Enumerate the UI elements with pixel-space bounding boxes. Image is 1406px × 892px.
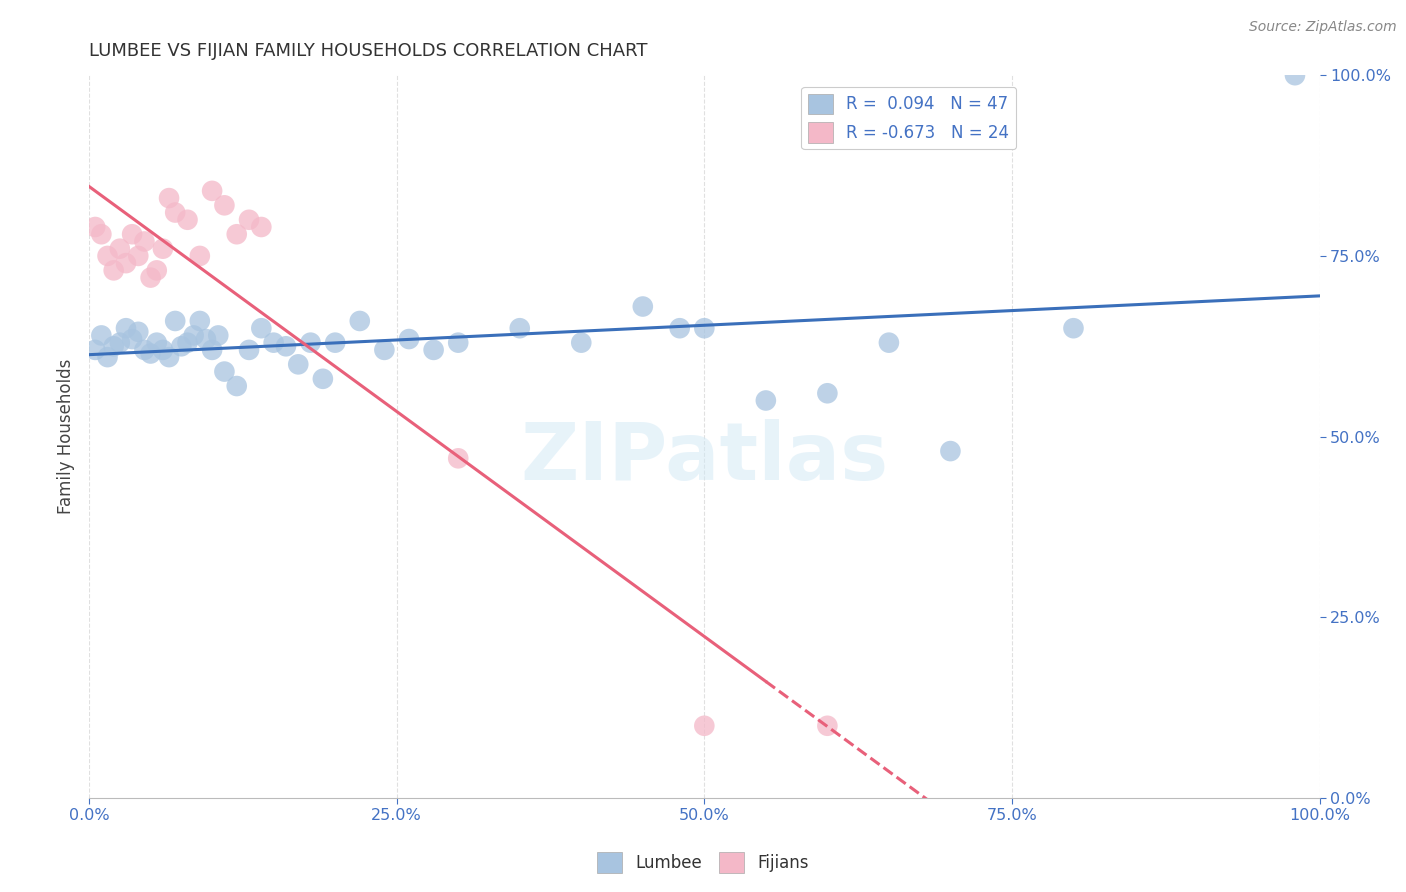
Point [225, 379, 247, 393]
Point [165, 314, 187, 328]
Legend: Lumbee, Fijians: Lumbee, Fijians [591, 846, 815, 880]
Point [188, 314, 211, 328]
Point [121, 227, 143, 242]
Point [299, 335, 322, 350]
Point [569, 335, 592, 350]
Point [157, 350, 180, 364]
Point [194, 332, 217, 346]
Point [183, 328, 205, 343]
Point [877, 335, 900, 350]
Point [447, 335, 470, 350]
Point [152, 343, 174, 357]
Point [108, 335, 131, 350]
Point [165, 205, 187, 219]
Point [1062, 321, 1084, 335]
Point [287, 357, 309, 371]
Point [139, 346, 162, 360]
Point [263, 335, 285, 350]
Point [127, 325, 149, 339]
Point [90, 227, 112, 242]
Point [422, 343, 444, 357]
Point [121, 332, 143, 346]
Point [176, 212, 198, 227]
Point [134, 235, 156, 249]
Point [96, 249, 118, 263]
Point [201, 343, 224, 357]
Y-axis label: Family Households: Family Households [58, 359, 75, 515]
Point [668, 321, 690, 335]
Point [238, 212, 260, 227]
Point [755, 393, 778, 408]
Text: LUMBEE VS FIJIAN FAMILY HOUSEHOLDS CORRELATION CHART: LUMBEE VS FIJIAN FAMILY HOUSEHOLDS CORRE… [89, 42, 648, 60]
Point [323, 335, 346, 350]
Text: ZIPatlas: ZIPatlas [520, 419, 889, 498]
Point [312, 372, 335, 386]
Point [447, 451, 470, 466]
Point [225, 227, 247, 242]
Point [693, 719, 716, 733]
Point [139, 270, 162, 285]
Point [188, 249, 211, 263]
Point [631, 300, 654, 314]
Point [145, 335, 167, 350]
Point [207, 328, 229, 343]
Point [939, 444, 962, 458]
Point [157, 191, 180, 205]
Point [103, 263, 125, 277]
Point [238, 343, 260, 357]
Point [152, 242, 174, 256]
Point [250, 219, 273, 234]
Point [373, 343, 395, 357]
Point [127, 249, 149, 263]
Legend: R =  0.094   N = 47, R = -0.673   N = 24: R = 0.094 N = 47, R = -0.673 N = 24 [801, 87, 1017, 150]
Text: Source: ZipAtlas.com: Source: ZipAtlas.com [1249, 20, 1396, 34]
Point [815, 719, 838, 733]
Point [250, 321, 273, 335]
Point [90, 328, 112, 343]
Point [176, 335, 198, 350]
Point [815, 386, 838, 401]
Point [84, 343, 107, 357]
Point [201, 184, 224, 198]
Point [84, 219, 107, 234]
Point [145, 263, 167, 277]
Point [398, 332, 420, 346]
Point [214, 365, 236, 379]
Point [274, 339, 297, 353]
Point [1284, 68, 1306, 82]
Point [96, 350, 118, 364]
Point [170, 339, 193, 353]
Point [693, 321, 716, 335]
Point [134, 343, 156, 357]
Point [115, 321, 138, 335]
Point [108, 242, 131, 256]
Point [214, 198, 236, 212]
Point [349, 314, 371, 328]
Point [509, 321, 531, 335]
Point [103, 339, 125, 353]
Point [115, 256, 138, 270]
